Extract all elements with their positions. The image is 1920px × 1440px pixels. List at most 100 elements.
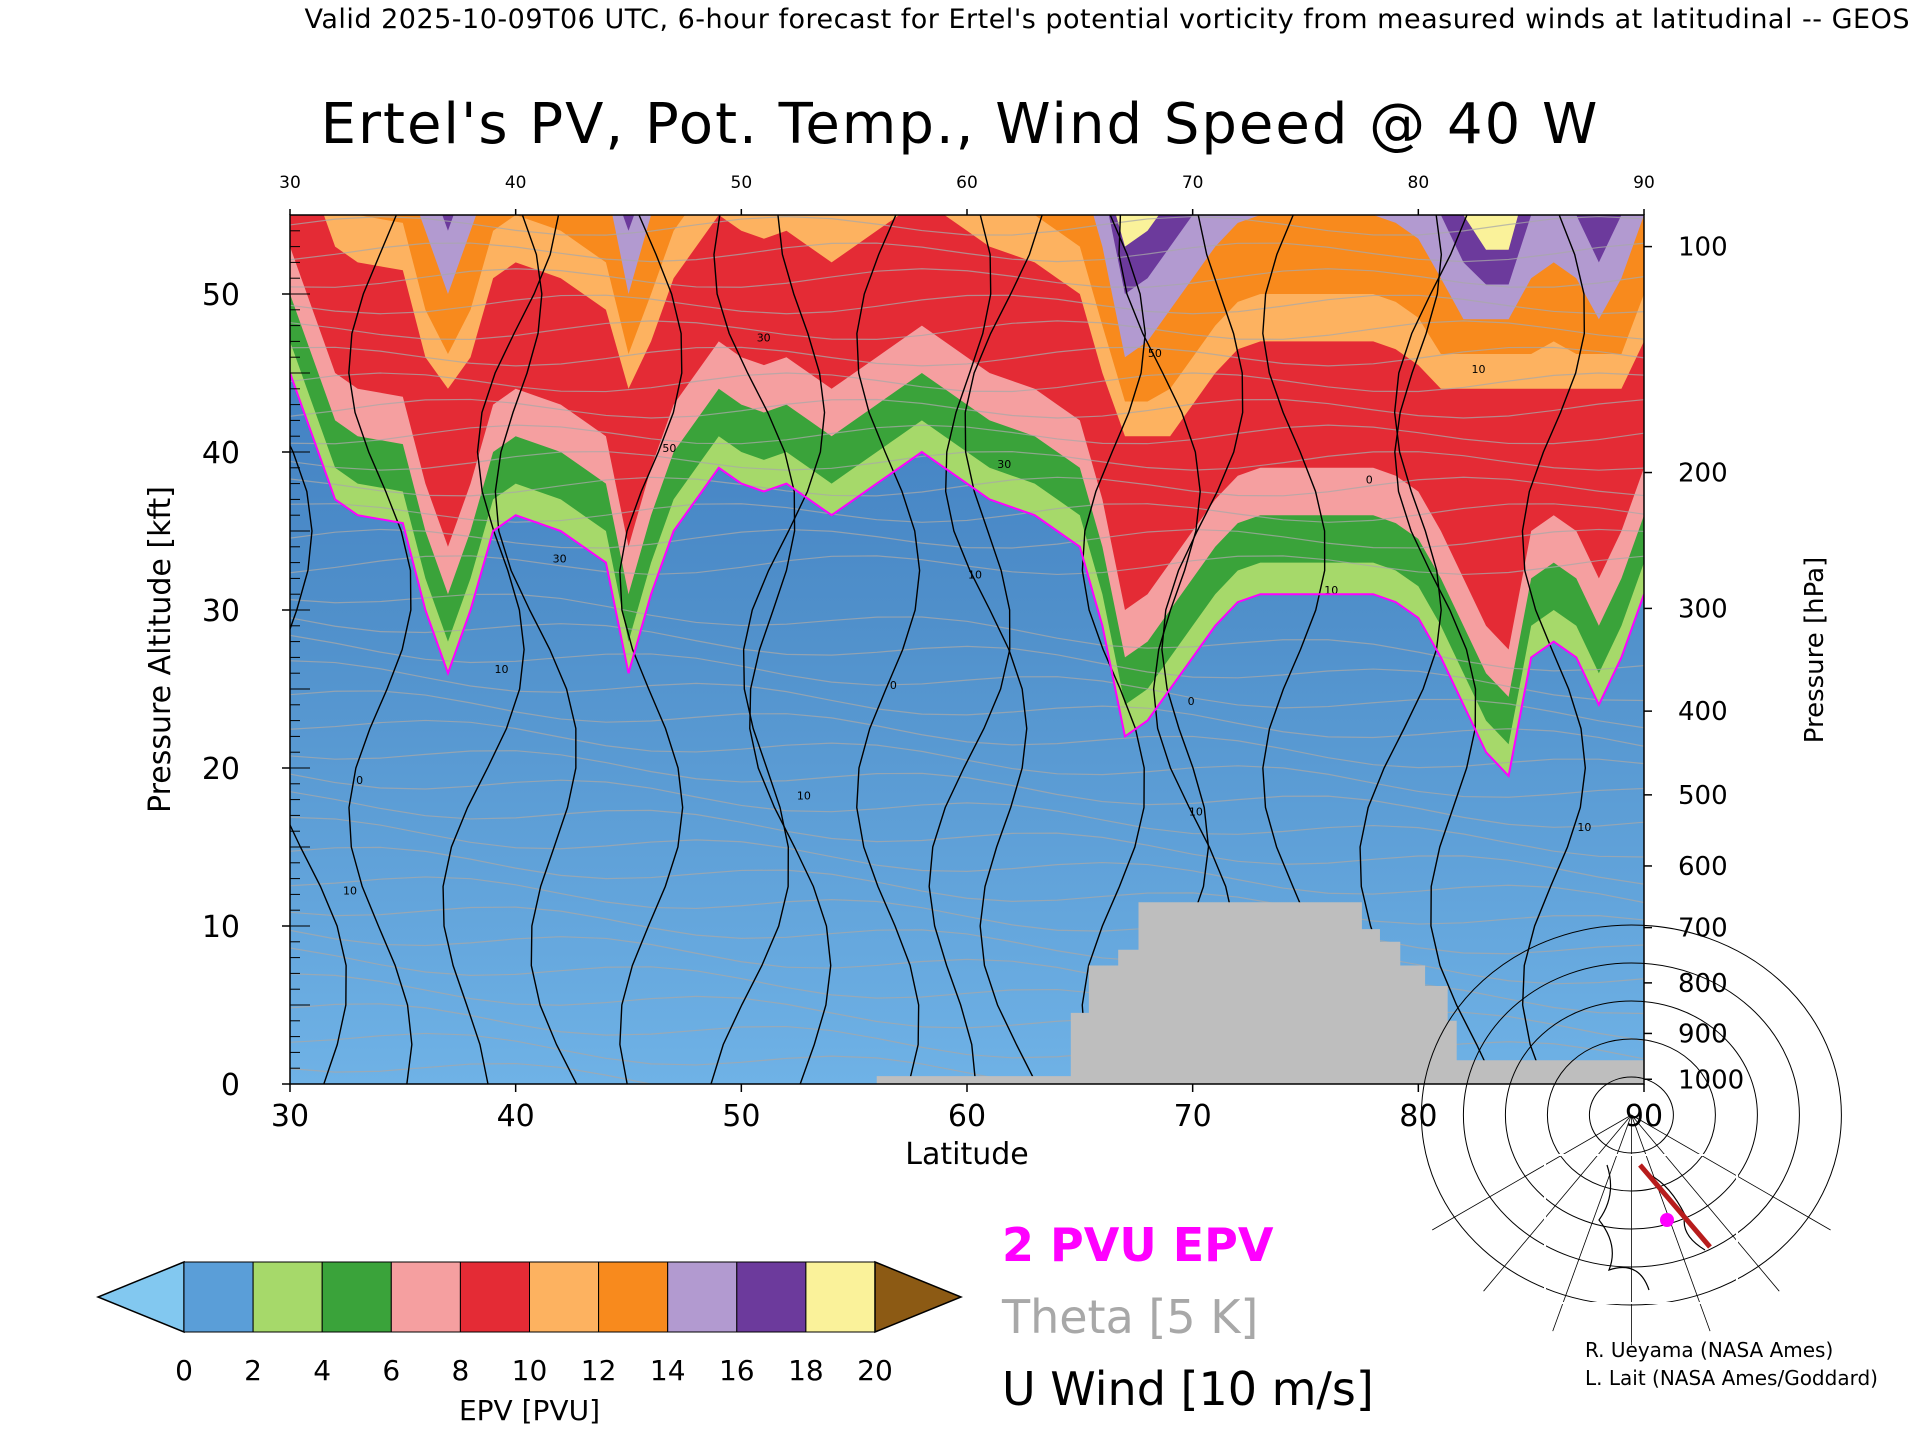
epv-band bbox=[290, 215, 1644, 250]
terrain-shape bbox=[290, 902, 1644, 1084]
colorbar-tick-label: 10 bbox=[512, 1354, 548, 1387]
pressure-tick-label: 400 bbox=[1678, 697, 1728, 727]
theta-contour bbox=[290, 294, 1644, 315]
wind-contour-label: 0 bbox=[1366, 474, 1373, 487]
colorbar-bin bbox=[529, 1261, 600, 1333]
pressure-tick-label: 500 bbox=[1678, 781, 1728, 811]
y-tick-label: 20 bbox=[202, 752, 240, 787]
tropopause-line bbox=[290, 372, 1644, 778]
wind-contour-label: 30 bbox=[553, 553, 567, 566]
wind-contour bbox=[1394, 215, 1496, 1084]
colorbar-tick-label: 0 bbox=[175, 1354, 193, 1387]
y-tick-label: 40 bbox=[202, 436, 240, 471]
colorbar-tick-label: 2 bbox=[244, 1354, 262, 1387]
y-tick-label: 0 bbox=[221, 1068, 240, 1103]
theta-contour bbox=[290, 1032, 1312, 1084]
x-top-tick-label: 40 bbox=[505, 173, 527, 193]
colorbar: 0 2 4 6 8 10 12 14 16 18 20 EPV [PVU] bbox=[96, 1260, 963, 1427]
x-tick-label: 60 bbox=[948, 1099, 986, 1134]
theta-contour bbox=[290, 555, 1644, 576]
colorbar-bin bbox=[321, 1261, 392, 1333]
theta-contour bbox=[290, 191, 1644, 210]
terrain-mask bbox=[290, 902, 1644, 1084]
legend-u-wind: U Wind [10 m/s] bbox=[1002, 1362, 1374, 1416]
map-meridian bbox=[1432, 1114, 1632, 1231]
x-axis-label: Latitude bbox=[905, 1137, 1028, 1172]
x-tick-label: 50 bbox=[722, 1099, 760, 1134]
theta-contour bbox=[290, 242, 1644, 263]
theta-contour bbox=[290, 450, 1644, 471]
map-location-marker bbox=[1660, 1213, 1674, 1227]
theta-contour bbox=[290, 346, 1644, 367]
colorbar-over bbox=[874, 1260, 963, 1334]
map-meridian bbox=[1552, 1114, 1632, 1332]
theta-contour bbox=[290, 503, 1644, 523]
wind-contour-label: 10 bbox=[1324, 584, 1338, 597]
theta-contour bbox=[290, 617, 1644, 702]
colorbar-tick-label: 14 bbox=[650, 1354, 686, 1387]
x-tick-label: 40 bbox=[497, 1099, 535, 1134]
colorbar-tick-label: 12 bbox=[581, 1354, 617, 1387]
wind-contour bbox=[856, 215, 921, 1084]
epv-band bbox=[290, 215, 1644, 358]
y-tick-label: 10 bbox=[202, 910, 240, 945]
wind-contour bbox=[710, 215, 826, 1084]
wind-contour bbox=[1081, 215, 1146, 1084]
x-tick-label: 30 bbox=[271, 1099, 309, 1134]
x-tick-label: 80 bbox=[1399, 1099, 1437, 1134]
pressure-tick-label: 800 bbox=[1678, 969, 1728, 999]
colorbar-bin bbox=[805, 1261, 876, 1333]
wind-contour bbox=[494, 215, 578, 1084]
wind-contour bbox=[928, 215, 1043, 1084]
location-map bbox=[1420, 924, 1842, 1345]
colorbar-bin bbox=[736, 1261, 807, 1333]
tropopause-2pvu-line bbox=[290, 372, 1644, 778]
credit-line-1: R. Ueyama (NASA Ames) bbox=[1585, 1338, 1834, 1362]
map-meridian bbox=[1483, 1114, 1632, 1292]
wind-contour bbox=[442, 215, 560, 1084]
wind-contour-label: 0 bbox=[1188, 695, 1195, 708]
wind-contour bbox=[944, 215, 1038, 1084]
colorbar-bin bbox=[667, 1261, 738, 1333]
wind-contour-label: 10 bbox=[1471, 363, 1485, 376]
wind-contour-label: 10 bbox=[343, 884, 357, 897]
wind-contour-label: 50 bbox=[662, 442, 676, 455]
theta-contour bbox=[290, 320, 1644, 341]
colorbar-bin bbox=[390, 1261, 461, 1333]
theta-contour bbox=[290, 906, 1644, 985]
colorbar-bin bbox=[183, 1261, 254, 1333]
x-tick-label: 70 bbox=[1174, 1099, 1212, 1134]
colorbar-bin bbox=[252, 1261, 323, 1333]
right-axis-label: Pressure [hPa] bbox=[1800, 557, 1830, 744]
theta-contour bbox=[290, 1062, 654, 1084]
wind-contour-label: 10 bbox=[1577, 821, 1591, 834]
theta-contour bbox=[290, 268, 1644, 288]
theta-contour bbox=[290, 719, 1644, 798]
x-top-tick-label: 80 bbox=[1408, 173, 1430, 193]
wind-contour bbox=[713, 215, 832, 1084]
theta-contour bbox=[290, 773, 1644, 858]
pressure-tick-label: 700 bbox=[1678, 914, 1728, 944]
theta-contour bbox=[290, 750, 1644, 828]
colorbar-tick-label: 20 bbox=[857, 1354, 893, 1387]
wind-contour-label: 10 bbox=[495, 663, 509, 676]
theta-contour bbox=[290, 593, 1644, 672]
credit-line-2: L. Lait (NASA Ames/Goddard) bbox=[1585, 1366, 1878, 1390]
y-tick-label: 30 bbox=[202, 594, 240, 629]
x-top-tick-label: 70 bbox=[1182, 173, 1204, 193]
theta-contour bbox=[290, 690, 1644, 769]
colorbar-under bbox=[96, 1260, 185, 1334]
pressure-tick-label: 600 bbox=[1678, 852, 1728, 882]
pressure-tick-label: 100 bbox=[1678, 233, 1728, 263]
wind-contour bbox=[348, 215, 413, 1084]
credits: R. Ueyama (NASA Ames) L. Lait (NASA Ames… bbox=[1585, 1336, 1878, 1392]
colorbar-tick-label: 8 bbox=[451, 1354, 469, 1387]
colorbar-bin bbox=[598, 1261, 669, 1333]
colorbar-tick-label: 18 bbox=[788, 1354, 824, 1387]
theta-contour bbox=[290, 372, 1644, 393]
pressure-tick-label: 200 bbox=[1678, 459, 1728, 489]
legend-theta: Theta [5 K] bbox=[1002, 1290, 1259, 1344]
x-top-tick-label: 30 bbox=[279, 173, 301, 193]
wind-contour-label: 10 bbox=[968, 568, 982, 581]
